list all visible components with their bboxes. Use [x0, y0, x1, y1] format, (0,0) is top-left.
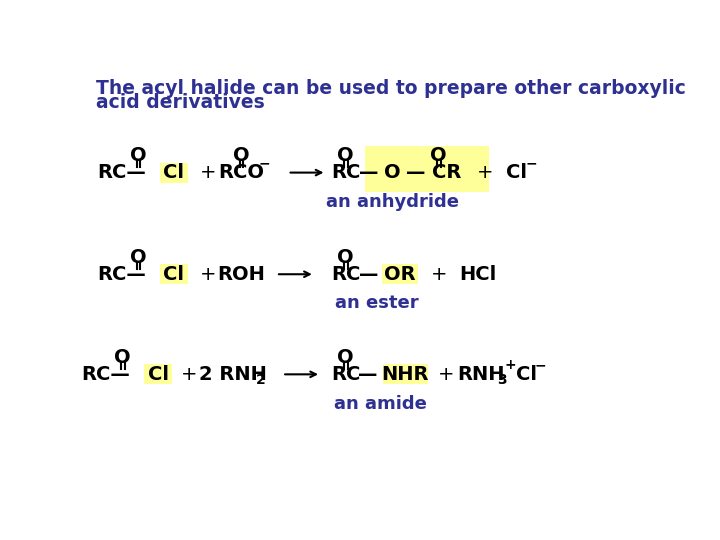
Text: RC: RC [331, 265, 361, 284]
Text: Cl: Cl [148, 365, 168, 384]
Text: +: + [438, 365, 455, 384]
Text: +: + [199, 163, 216, 182]
Text: −: − [534, 358, 546, 372]
Text: CR: CR [432, 163, 462, 182]
FancyBboxPatch shape [365, 146, 489, 192]
Text: an ester: an ester [335, 294, 418, 313]
Text: RC—: RC— [97, 265, 145, 284]
Text: O: O [384, 163, 400, 182]
Text: RCO: RCO [218, 163, 264, 182]
FancyBboxPatch shape [160, 163, 188, 183]
FancyBboxPatch shape [144, 364, 172, 384]
Text: ROH: ROH [217, 265, 265, 284]
Text: acid derivatives: acid derivatives [96, 92, 265, 112]
Text: HCl: HCl [459, 265, 496, 284]
Text: O: O [338, 146, 354, 165]
FancyBboxPatch shape [382, 264, 418, 284]
Text: RC—: RC— [97, 163, 145, 182]
Text: 3: 3 [498, 374, 507, 388]
Text: —: — [359, 163, 379, 182]
Text: The acyl halide can be used to prepare other carboxylic: The acyl halide can be used to prepare o… [96, 79, 686, 98]
Text: —: — [358, 365, 377, 384]
Text: an anhydride: an anhydride [325, 193, 459, 211]
FancyBboxPatch shape [160, 264, 188, 284]
Text: O: O [431, 146, 447, 165]
Text: +: + [181, 365, 197, 384]
Text: +: + [477, 163, 493, 182]
Text: Cl: Cl [516, 365, 537, 384]
Text: O: O [130, 146, 146, 165]
Text: +: + [431, 265, 447, 284]
Text: −: − [258, 157, 270, 170]
Text: —: — [406, 163, 426, 182]
Text: O: O [233, 146, 249, 165]
Text: 2: 2 [256, 374, 266, 388]
Text: RC: RC [331, 365, 361, 384]
Text: O: O [130, 248, 146, 267]
Text: 2 RNH: 2 RNH [199, 365, 267, 384]
Text: O: O [114, 348, 131, 367]
Text: Cl: Cl [163, 265, 184, 284]
Text: RC—: RC— [81, 365, 130, 384]
Text: RNH: RNH [458, 365, 505, 384]
Text: +: + [199, 265, 216, 284]
FancyBboxPatch shape [383, 364, 428, 384]
Text: O: O [338, 348, 354, 367]
Text: Cl: Cl [505, 163, 527, 182]
Text: −: − [526, 157, 538, 170]
Text: NHR: NHR [382, 365, 429, 384]
Text: OR: OR [384, 265, 416, 284]
Text: +: + [504, 358, 516, 372]
Text: O: O [338, 248, 354, 267]
Text: RC: RC [331, 163, 361, 182]
Text: an amide: an amide [334, 395, 427, 413]
Text: Cl: Cl [163, 163, 184, 182]
Text: —: — [359, 265, 379, 284]
